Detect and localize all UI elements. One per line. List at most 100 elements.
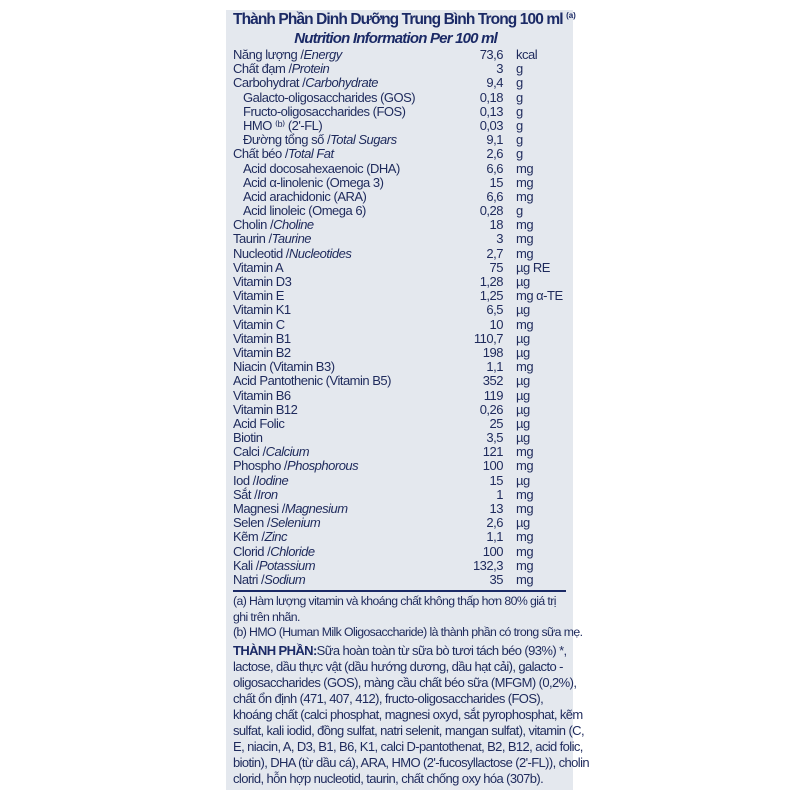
nutrient-value: 0,18 <box>479 89 504 105</box>
nutrient-unit: µg <box>516 330 530 346</box>
nutrition-table: Năng lượng / Energy 73,6 kcal Chất đạm / Pr… <box>226 47 573 587</box>
nutrient-name-vi: Calci / <box>233 444 266 460</box>
nutrient-name-en: Potassium <box>258 557 316 573</box>
table-row: Vitamin K1 6,5 µg <box>226 303 573 317</box>
nutrient-value: 9,1 <box>486 132 503 148</box>
nutrient-value: 1 <box>496 486 503 502</box>
nutrient-value: 132,3 <box>472 557 504 573</box>
table-row: Phospho / Phosphorous 100 mg <box>226 459 573 473</box>
nutrient-name-vi: Nucleotid / <box>233 245 289 261</box>
nutrient-name: Vitamin K1 <box>233 303 291 317</box>
nutrient-name: Chất béo / Total Fat <box>233 147 334 161</box>
nutrient-value: 6,5 <box>486 302 503 318</box>
table-row: Cholin / Choline 18 mg <box>226 218 573 232</box>
nutrient-value: 119 <box>483 387 504 403</box>
nutrient-value: 100 <box>482 458 504 474</box>
nutrient-name: Carbohydrat / Carbohydrate <box>233 76 379 90</box>
table-row: Clorid / Chloride 100 mg <box>226 543 573 559</box>
ingredients-line: chất ổn định (471, 407, 412), fructo-oli… <box>233 691 544 706</box>
nutrient-unit: mg <box>516 188 534 204</box>
table-row: Vitamin C 10 mg <box>226 316 573 332</box>
nutrient-value: 2,7 <box>486 245 503 261</box>
nutrient-name-vi: Acid Folic <box>233 415 285 431</box>
nutrient-name: Acid docosahexaenoic (DHA) <box>243 161 400 176</box>
nutrient-name: Vitamin B1 <box>233 330 291 346</box>
nutrient-name: Iod / Iodine <box>233 473 289 488</box>
nutrient-name-en: Chloride <box>270 543 315 559</box>
nutrient-unit: mg <box>516 231 534 247</box>
nutrient-value: 6,6 <box>486 160 503 176</box>
table-row: Magnesi / Magnesium 13 mg <box>226 501 573 516</box>
nutrient-unit: µg <box>516 373 530 389</box>
nutrient-name: Chất đạm / Protein <box>233 61 330 77</box>
nutrient-value: 1,28 <box>479 274 504 289</box>
nutrient-value: 0,28 <box>479 203 504 219</box>
nutrient-name: Clorid / Chloride <box>233 543 315 559</box>
nutrient-name-vi: Đường tổng số / <box>243 132 331 148</box>
table-row: Taurin / Taurine 3 mg <box>226 232 573 246</box>
title-english: Nutrition Information Per 100 ml <box>294 30 498 47</box>
ingredients-line: khoáng chất (calci phosphat, magnesi oxy… <box>233 707 583 722</box>
nutrient-value: 110,7 <box>473 330 504 346</box>
nutrient-name: Acid α-linolenic (Omega 3) <box>243 175 384 190</box>
nutrient-unit: mg <box>516 359 534 375</box>
nutrient-name-vi: Vitamin E <box>233 288 284 304</box>
nutrient-value: 73,6 <box>479 47 504 62</box>
nutrient-value: 35 <box>489 571 504 587</box>
nutrient-value: 0,26 <box>479 401 504 417</box>
nutrient-name-vi: Selen / <box>233 515 270 531</box>
nutrient-value: 10 <box>489 316 504 332</box>
nutrient-unit: mg <box>516 458 534 474</box>
nutrient-unit: mg <box>516 160 534 176</box>
nutrient-value: 198 <box>482 344 504 360</box>
footnote-a-line2: ghi trên nhãn. <box>233 609 300 624</box>
nutrient-value: 3,5 <box>486 430 503 446</box>
nutrient-value: 2,6 <box>486 146 503 162</box>
footnote-a-line1: (a) Hàm lượng vitamin và khoáng chất khô… <box>233 594 556 608</box>
nutrient-name: Fructo-oligosaccharides (FOS) <box>243 104 406 119</box>
nutrient-name: Selen / Selenium <box>233 515 321 531</box>
nutrient-unit: g <box>516 203 523 219</box>
nutrient-unit: g <box>516 146 523 162</box>
ingredients-line: lactose, dầu thực vật (dầu hướng dương, … <box>233 659 563 674</box>
nutrient-name-vi: Magnesi / <box>233 501 285 516</box>
table-row: Acid Folic 25 µg <box>226 415 573 431</box>
nutrient-value: 0,13 <box>479 103 504 119</box>
nutrient-name-vi: Vitamin B12 <box>233 401 298 417</box>
nutrient-value: 3 <box>496 231 503 247</box>
table-row: Vitamin A 75 µg RE <box>226 260 573 275</box>
nutrient-name-vi: Sắt / <box>233 486 258 502</box>
table-row: Natri / Sodium 35 mg <box>226 571 573 587</box>
nutrient-name-en: Choline <box>273 217 314 233</box>
nutrient-name-vi: Acid linoleic (Omega 6) <box>243 203 366 219</box>
nutrient-name: Kali / Potassium <box>233 557 316 573</box>
nutrient-name-vi: Acid arachidonic (ARA) <box>243 188 367 204</box>
nutrient-unit: kcal <box>516 47 538 62</box>
ingredients-label: THÀNH PHẦN: <box>233 643 317 658</box>
nutrient-value: 0,03 <box>479 117 504 133</box>
footnotes: (a) Hàm lượng vitamin và khoáng chất khô… <box>233 594 583 641</box>
nutrient-name-en: Calcium <box>265 444 310 460</box>
nutrient-unit: mg <box>516 501 534 516</box>
table-divider <box>233 590 566 592</box>
table-row: Acid α-linolenic (Omega 3) 15 mg <box>226 175 573 190</box>
nutrient-unit: mg <box>516 217 534 233</box>
nutrient-unit: µg <box>516 515 530 531</box>
table-row: Chất đạm / Protein 3 g <box>226 61 573 77</box>
nutrient-name: HMO ⁽ᵇ⁾ (2'-FL) <box>243 118 323 133</box>
table-row: Niacin (Vitamin B3) 1,1 mg <box>226 359 573 375</box>
nutrient-name: Vitamin C <box>233 317 285 332</box>
nutrient-name-vi: Vitamin B1 <box>233 330 291 346</box>
table-row: Biotin 3,5 µg <box>226 430 573 446</box>
nutrient-name: Galacto-oligosaccharides (GOS) <box>243 90 416 105</box>
nutrient-unit: g <box>516 117 523 133</box>
nutrient-name-vi: Chất đạm / <box>233 61 292 77</box>
nutrient-name-en: Energy <box>303 47 343 62</box>
nutrient-name-vi: Vitamin B6 <box>233 387 291 403</box>
nutrient-unit: g <box>516 89 523 105</box>
nutrient-name-vi: Năng lượng / <box>233 47 304 62</box>
ingredients-line: sulfat, kali iodid, đồng sulfat, natri s… <box>233 723 585 738</box>
nutrient-value: 13 <box>489 501 504 516</box>
nutrient-name: Kẽm / Zinc <box>233 530 288 544</box>
nutrient-unit: mg <box>516 529 534 545</box>
